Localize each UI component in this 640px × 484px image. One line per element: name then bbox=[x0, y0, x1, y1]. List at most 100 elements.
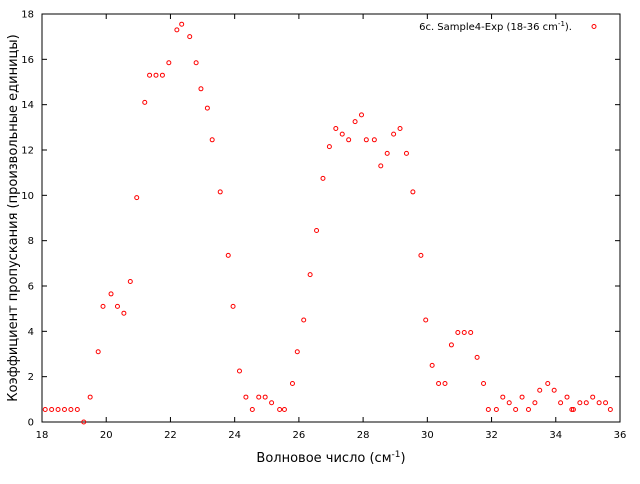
data-point bbox=[570, 407, 576, 413]
data-point bbox=[607, 407, 613, 413]
data-point bbox=[481, 380, 487, 386]
x-axis-title: Волновое число (см-1) bbox=[256, 450, 405, 466]
data-point bbox=[55, 407, 61, 413]
data-point bbox=[81, 419, 87, 425]
data-point bbox=[320, 175, 326, 181]
data-point bbox=[256, 394, 262, 400]
y-tick-label: 8 bbox=[28, 236, 34, 247]
data-point bbox=[352, 119, 358, 125]
data-point bbox=[326, 144, 332, 150]
data-point bbox=[289, 380, 295, 386]
data-point bbox=[281, 407, 287, 413]
data-point bbox=[159, 72, 165, 78]
data-point bbox=[474, 354, 480, 360]
data-point bbox=[198, 86, 204, 92]
data-point bbox=[603, 400, 609, 406]
x-tick-label: 26 bbox=[293, 430, 306, 441]
axis-ticks bbox=[41, 13, 621, 423]
x-tick-label: 32 bbox=[485, 430, 498, 441]
data-point bbox=[590, 394, 596, 400]
data-point bbox=[596, 400, 602, 406]
data-point bbox=[166, 60, 172, 66]
data-point bbox=[558, 400, 564, 406]
x-tick-label: 34 bbox=[549, 430, 562, 441]
y-tick-label: 2 bbox=[28, 372, 34, 383]
data-point bbox=[397, 125, 403, 131]
data-point bbox=[153, 72, 159, 78]
y-axis-title: Коэффициент пропускания (произвольные ед… bbox=[6, 34, 21, 401]
data-point bbox=[314, 227, 320, 233]
data-point bbox=[174, 27, 180, 33]
x-tick-label: 20 bbox=[100, 430, 113, 441]
data-point bbox=[187, 34, 193, 40]
y-tick-label: 18 bbox=[21, 10, 34, 21]
data-point bbox=[249, 407, 255, 413]
x-tick-label: 22 bbox=[164, 430, 177, 441]
x-tick-label: 24 bbox=[228, 430, 241, 441]
data-point bbox=[179, 21, 185, 27]
data-point bbox=[418, 252, 424, 258]
data-point bbox=[532, 400, 538, 406]
data-point bbox=[461, 329, 467, 335]
data-point bbox=[468, 329, 474, 335]
data-points bbox=[42, 21, 613, 425]
data-point bbox=[74, 407, 80, 413]
data-point bbox=[87, 394, 93, 400]
data-point bbox=[363, 137, 369, 143]
data-point bbox=[513, 407, 519, 413]
x-tick-label: 28 bbox=[357, 430, 370, 441]
data-point bbox=[384, 150, 390, 156]
data-point bbox=[333, 125, 339, 131]
data-point bbox=[142, 99, 148, 105]
data-point bbox=[49, 407, 55, 413]
y-tick-label: 10 bbox=[21, 191, 34, 202]
data-point bbox=[545, 380, 551, 386]
data-point bbox=[493, 407, 499, 413]
data-point bbox=[114, 303, 120, 309]
legend-label: 6c. Sample4-Exp (18-36 cm-1). bbox=[419, 20, 572, 33]
legend: 6c. Sample4-Exp (18-36 cm-1). bbox=[419, 20, 597, 33]
data-point bbox=[209, 137, 215, 143]
y-tick-label: 0 bbox=[28, 418, 34, 429]
data-point bbox=[429, 362, 435, 368]
data-point bbox=[134, 195, 140, 201]
data-point bbox=[442, 380, 448, 386]
data-point bbox=[551, 387, 557, 393]
data-point bbox=[269, 400, 275, 406]
y-tick-label: 6 bbox=[28, 282, 34, 293]
data-point bbox=[61, 407, 67, 413]
data-point bbox=[127, 278, 133, 284]
data-point bbox=[339, 131, 345, 137]
data-point bbox=[100, 303, 106, 309]
data-point bbox=[564, 394, 570, 400]
data-point bbox=[121, 310, 127, 316]
y-tick-label: 12 bbox=[21, 146, 34, 157]
data-point bbox=[403, 150, 409, 156]
data-point bbox=[537, 387, 543, 393]
y-tick-label: 16 bbox=[21, 55, 34, 66]
data-point bbox=[294, 349, 300, 355]
x-tick-label: 18 bbox=[36, 430, 49, 441]
data-point bbox=[525, 407, 531, 413]
data-point bbox=[410, 189, 416, 195]
data-point bbox=[485, 407, 491, 413]
data-point bbox=[500, 394, 506, 400]
y-tick-label: 4 bbox=[28, 327, 34, 338]
data-point bbox=[236, 368, 242, 374]
data-point bbox=[193, 60, 199, 66]
data-point bbox=[346, 137, 352, 143]
data-point bbox=[448, 342, 454, 348]
data-point bbox=[577, 400, 583, 406]
data-point bbox=[359, 112, 365, 118]
data-point bbox=[519, 394, 525, 400]
data-point bbox=[243, 394, 249, 400]
data-point bbox=[301, 317, 307, 323]
data-point bbox=[108, 291, 114, 297]
plot-frame bbox=[41, 13, 621, 423]
data-point bbox=[95, 349, 101, 355]
data-point bbox=[569, 407, 575, 413]
data-point bbox=[230, 303, 236, 309]
